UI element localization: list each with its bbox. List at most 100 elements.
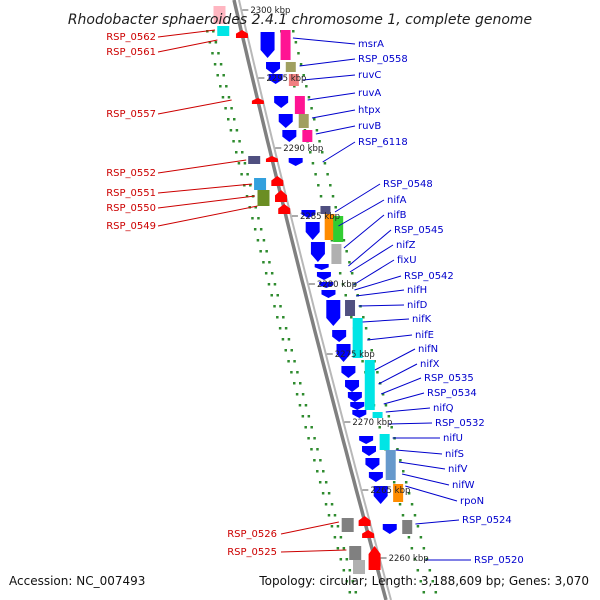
gc-dot [316,470,319,473]
gc-dot [212,30,215,33]
gc-dot [293,360,296,363]
tick-label: 2290 kbp [283,144,323,154]
leader-line [157,195,256,209]
reverse-gene-arrow [368,546,381,570]
gc-dot [319,195,323,198]
reverse-gene-arrow [278,204,291,214]
forward-gene-arrow [352,410,367,418]
gc-dot [301,415,305,418]
gc-dot [217,52,220,55]
reverse-gene-label: RSP_0549 [106,221,156,232]
leader-line [292,37,356,45]
leader-line [157,99,232,115]
gc-dot [333,514,337,517]
reverse-gene-arrow [235,30,248,38]
forward-gene-arrow [365,458,380,470]
cog-category-box [393,484,404,502]
forward-gene-arrow [278,114,293,128]
forward-gene-label: RSP_0548 [383,179,433,190]
gc-dot [293,85,296,88]
gc-dot [304,426,307,429]
forward-gene-label: nifX [420,359,440,370]
gc-dot [422,591,426,594]
forward-gene-arrow [359,436,374,444]
forward-gene-arrow [266,62,281,74]
forward-gene-arrow [260,32,275,58]
gc-dot [398,503,402,506]
forward-gene-arrow [382,524,397,534]
gc-dot [268,261,271,264]
gc-dot [304,404,308,407]
gc-dot [240,173,243,176]
gc-dot [348,569,352,572]
reverse-gene-arrow [362,530,375,538]
gc-dot [317,184,320,187]
reverse-gene-label: RSP_0562 [106,32,156,43]
gc-dot [287,360,290,363]
tick-label: 2300 kbp [250,6,290,16]
gc-dot [318,481,322,484]
gc-dot [307,415,311,418]
gc-dot [322,470,325,473]
gc-dot [324,481,328,484]
gc-dot [243,184,246,187]
cog-category-box [248,156,261,164]
gc-dot [410,547,414,550]
forward-gene-arrow [310,242,325,262]
gc-dot [297,52,300,55]
gc-dot [219,63,223,66]
gc-dot [338,272,342,275]
gc-dot [278,327,282,330]
gc-dot [302,74,305,77]
gc-dot [276,316,279,319]
cog-category-box [254,178,267,190]
tick-label: 2295 kbp [266,74,306,84]
gc-dot [350,272,354,275]
gc-dot [259,250,262,253]
gc-dot [315,129,319,132]
cog-category-box [385,450,396,480]
forward-gene-arrow [341,366,356,378]
gc-dot [387,415,391,418]
forward-gene-arrow [305,222,320,240]
gc-dot [413,558,417,561]
leader-line [343,214,385,249]
forward-gene-label: RSP_0545 [394,225,444,236]
cog-category-box [288,74,299,86]
gc-dot [419,536,423,539]
leader-line [299,58,356,67]
tick-labels: 2300 kbp 2295 kbp 2290 kbp 2285 kbp 2280 kbp… [242,6,429,564]
gc-dot [327,492,331,495]
gc-dot [345,558,349,561]
leader-line [415,519,460,525]
gc-dot [245,195,249,198]
cog-category-box [364,360,375,410]
forward-gene-arrow [336,344,351,362]
leader-line [385,407,431,413]
cog-category-box [257,190,270,206]
leader-line [311,109,356,119]
gc-dot [240,151,244,154]
gc-dot [330,525,334,528]
backbone-line [238,0,392,600]
gc-dot [410,503,414,506]
reverse-gene-arrow [265,156,278,162]
gc-dot [270,294,273,297]
gc-dot [284,349,287,352]
reverse-gene-label: RSP_0550 [106,203,156,214]
gc-dot [344,294,347,297]
gc-dot [434,591,438,594]
gc-dot [354,591,358,594]
forward-gene-label: RSP_0524 [462,515,512,526]
gc-dot [298,404,302,407]
gc-dot [402,470,405,473]
cog-category-box [298,114,309,128]
forward-gene-arrow [345,380,360,392]
gc-dot [401,514,405,517]
gc-dot [370,349,373,352]
gc-dot [296,371,299,374]
tick-label: 2280 kbp [317,280,357,290]
gc-dot [413,514,417,517]
gc-dot [428,569,432,572]
gc-dot [320,151,324,154]
